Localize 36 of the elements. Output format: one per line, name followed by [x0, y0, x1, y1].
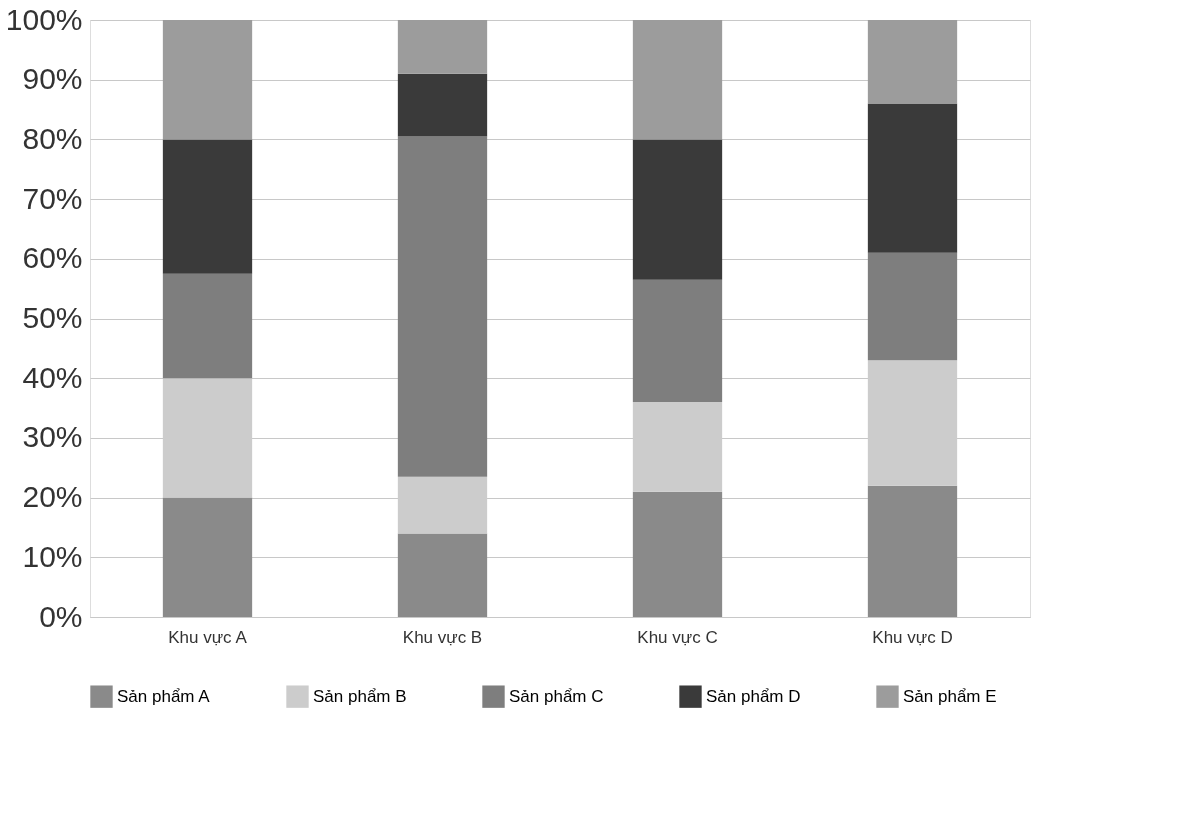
y-tick-label: 0% [39, 599, 83, 633]
y-tick-label: 100% [5, 2, 83, 36]
y-tick-label: 30% [22, 420, 83, 454]
legend-label: Sản phẩm B [313, 686, 407, 706]
y-tick-label: 90% [22, 62, 83, 96]
x-tick-label: Khu vực B [402, 627, 483, 647]
bar [397, 20, 488, 74]
bar [162, 497, 253, 617]
x-tick-label: Khu vực A [168, 627, 248, 647]
y-tick-label: 50% [22, 301, 83, 334]
bar [867, 485, 958, 617]
y-tick-label: 70% [22, 181, 83, 215]
legend-label: Sản phẩm E [903, 686, 997, 706]
bar [632, 139, 723, 280]
y-tick-label: 10% [22, 539, 83, 573]
bar [162, 273, 253, 379]
bar [867, 20, 958, 104]
bar [867, 103, 958, 253]
bar [397, 73, 488, 137]
bar [397, 136, 488, 477]
bar [632, 20, 723, 140]
y-tick-label: 60% [22, 241, 83, 275]
bar [162, 139, 253, 274]
x-tick-label: Khu vực D [872, 627, 953, 647]
legend-label: Sản phẩm C [509, 686, 604, 706]
y-tick-label: 80% [22, 121, 83, 155]
legend-label: Sản phẩm D [706, 686, 801, 706]
x-tick-label: Khu vực C [637, 627, 718, 647]
bar [632, 279, 723, 403]
y-tick-label: 40% [22, 360, 83, 394]
y-tick-label: 20% [22, 480, 83, 514]
legend-label: Sản phẩm A [117, 686, 211, 706]
bar [397, 533, 488, 617]
bar [867, 252, 958, 361]
bar [162, 20, 253, 140]
bar [632, 491, 723, 617]
